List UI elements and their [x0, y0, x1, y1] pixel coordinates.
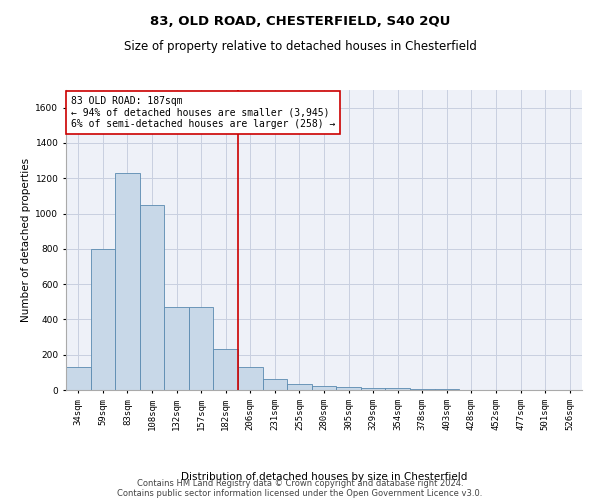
Bar: [140, 204, 164, 390]
Bar: [238, 367, 263, 390]
Bar: [385, 388, 410, 390]
Bar: [214, 350, 238, 390]
Bar: [164, 307, 189, 390]
Bar: [287, 384, 312, 390]
Text: 83 OLD ROAD: 187sqm
← 94% of detached houses are smaller (3,945)
6% of semi-deta: 83 OLD ROAD: 187sqm ← 94% of detached ho…: [71, 96, 335, 129]
Y-axis label: Number of detached properties: Number of detached properties: [21, 158, 31, 322]
Bar: [189, 307, 214, 390]
Bar: [66, 367, 91, 390]
X-axis label: Distribution of detached houses by size in Chesterfield: Distribution of detached houses by size …: [181, 472, 467, 482]
Text: Contains HM Land Registry data © Crown copyright and database right 2024.: Contains HM Land Registry data © Crown c…: [137, 478, 463, 488]
Bar: [91, 249, 115, 390]
Bar: [115, 173, 140, 390]
Bar: [410, 389, 434, 390]
Text: Contains public sector information licensed under the Open Government Licence v3: Contains public sector information licen…: [118, 488, 482, 498]
Bar: [263, 378, 287, 390]
Bar: [336, 388, 361, 390]
Text: Size of property relative to detached houses in Chesterfield: Size of property relative to detached ho…: [124, 40, 476, 53]
Bar: [312, 386, 336, 390]
Bar: [361, 388, 385, 390]
Text: 83, OLD ROAD, CHESTERFIELD, S40 2QU: 83, OLD ROAD, CHESTERFIELD, S40 2QU: [150, 15, 450, 28]
